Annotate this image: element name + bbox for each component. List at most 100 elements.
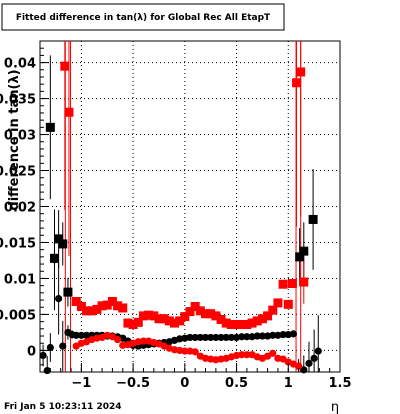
square-marker	[190, 302, 200, 312]
circle-marker	[181, 347, 189, 355]
circle-marker	[269, 349, 277, 357]
square-marker	[295, 252, 305, 262]
square-marker	[175, 316, 185, 326]
y-axis-label: difference in tan(λ)	[7, 69, 22, 210]
square-marker	[82, 306, 92, 316]
square-marker	[216, 314, 226, 324]
circle-marker	[222, 333, 230, 342]
square-marker	[58, 239, 68, 249]
x-tick-label: −1	[71, 376, 91, 391]
square-marker	[133, 317, 143, 327]
square-marker	[296, 67, 306, 77]
square-marker	[206, 309, 216, 319]
square-marker	[287, 278, 297, 288]
x-tick-label: 1	[284, 376, 293, 391]
square-marker	[49, 253, 59, 263]
chart-title: Fitted difference in tan(λ) for Global R…	[16, 13, 271, 23]
square-marker	[221, 318, 231, 328]
square-marker	[92, 304, 102, 314]
circle-marker	[59, 342, 67, 350]
circle-marker	[201, 333, 210, 342]
square-marker	[123, 318, 133, 328]
square-marker	[278, 279, 288, 289]
circle-marker	[243, 351, 251, 359]
x-tick-label: 0.5	[225, 376, 248, 391]
square-marker	[76, 302, 86, 312]
circle-marker	[289, 330, 298, 338]
circle-marker	[310, 354, 318, 362]
circle-marker	[191, 333, 199, 342]
circle-marker	[238, 333, 246, 341]
y-tick-label: 0.005	[0, 308, 36, 323]
circle-marker	[217, 333, 225, 342]
square-marker	[185, 307, 195, 317]
square-marker	[268, 305, 278, 315]
square-marker	[54, 234, 64, 244]
square-marker	[154, 314, 164, 324]
square-marker	[232, 320, 242, 330]
y-tick-label: 0	[27, 344, 36, 359]
x-axis-label: η	[331, 400, 339, 414]
y-tick-label: 0.04	[4, 57, 36, 72]
axis-ticks	[39, 47, 341, 372]
y-tick-label: 0.02	[4, 201, 36, 216]
square-marker	[164, 316, 174, 326]
square-marker	[299, 277, 309, 287]
square-marker	[263, 311, 273, 321]
tick-labels: −1 −0.5 0 0.5 1 1.5 0 0.005 0.01 0.015 0.02 0.025 0.…	[0, 57, 352, 391]
square-marker	[102, 300, 112, 310]
square-marker	[97, 301, 107, 311]
square-marker	[180, 312, 190, 322]
y-tick-label: 0.01	[4, 272, 36, 287]
square-marker	[149, 311, 159, 321]
y-tick-label: 0.025	[0, 165, 36, 180]
data-markers	[39, 61, 322, 375]
square-marker	[257, 314, 267, 324]
square-marker	[128, 320, 138, 330]
circle-marker	[227, 333, 235, 342]
square-marker	[113, 301, 123, 311]
circle-marker	[305, 359, 313, 367]
square-marker	[60, 61, 70, 71]
circle-marker	[186, 333, 194, 342]
circle-marker	[258, 332, 267, 340]
square-marker	[195, 306, 205, 316]
square-marker	[252, 316, 262, 326]
circle-marker	[253, 332, 261, 340]
square-marker	[201, 309, 211, 319]
circle-marker	[191, 348, 199, 356]
circle-marker	[243, 333, 251, 341]
circle-marker	[113, 336, 122, 344]
circle-marker	[139, 337, 148, 345]
square-marker	[308, 214, 318, 224]
square-marker	[211, 311, 221, 321]
circle-marker	[238, 351, 246, 359]
circle-marker	[279, 330, 287, 339]
circle-marker	[212, 333, 220, 342]
circle-marker	[55, 295, 63, 303]
square-marker	[144, 310, 154, 320]
circle-marker	[207, 333, 215, 342]
square-marker	[159, 314, 169, 324]
circle-marker	[314, 347, 322, 355]
square-marker	[273, 298, 283, 308]
square-marker	[138, 311, 148, 321]
y-tick-label: 0.015	[0, 236, 36, 251]
y-tick-label: 0.03	[4, 129, 36, 144]
circle-marker	[295, 362, 303, 370]
square-marker	[237, 320, 247, 330]
circle-marker	[269, 331, 277, 339]
square-marker	[283, 299, 293, 309]
square-marker	[169, 318, 179, 328]
square-marker	[226, 320, 236, 330]
y-tick-label: 0.035	[0, 93, 36, 108]
circle-marker	[77, 331, 85, 339]
square-marker	[118, 303, 128, 313]
square-marker	[71, 296, 81, 306]
square-marker	[87, 306, 97, 316]
square-marker	[45, 122, 55, 132]
square-marker	[64, 107, 74, 117]
square-marker	[292, 78, 302, 88]
circle-marker	[300, 366, 308, 374]
